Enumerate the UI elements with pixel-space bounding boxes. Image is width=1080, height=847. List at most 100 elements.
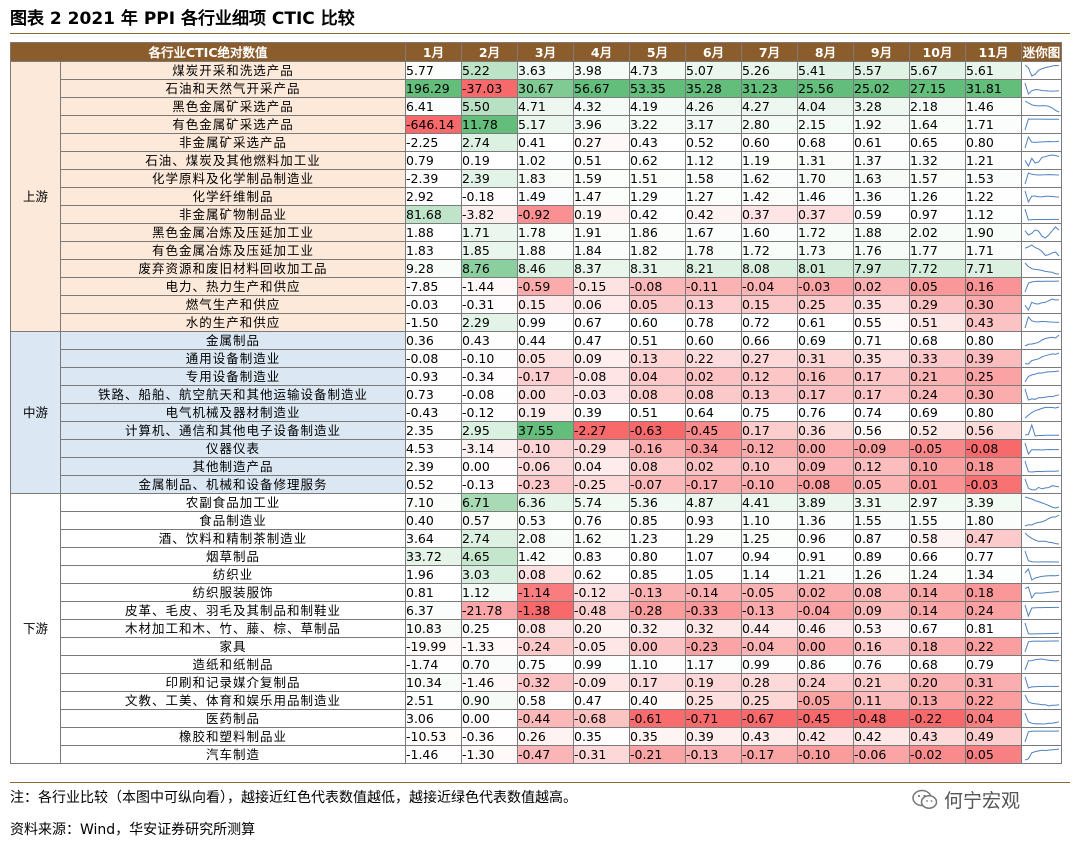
sparkline-cell <box>1021 709 1062 728</box>
ctic-value-cell: 2.74 <box>461 133 518 152</box>
ctic-value-cell: -0.33 <box>685 601 742 620</box>
ctic-value-cell: 0.24 <box>965 601 1022 620</box>
ctic-value-cell: 0.30 <box>965 295 1022 314</box>
sparkline <box>1024 406 1060 419</box>
ctic-value-cell: 4.04 <box>797 97 854 116</box>
ctic-value-cell: 1.78 <box>685 241 742 260</box>
ctic-value-cell: -0.05 <box>741 583 798 602</box>
ctic-value-cell: 0.44 <box>741 619 798 638</box>
header-month: 10月 <box>909 42 966 62</box>
table-row: 铁路、船舶、航空航天和其他运输设备制造业 0.73 -0.08 0.00 -0.03 0.… <box>11 385 1062 404</box>
ctic-value-cell: -0.63 <box>629 421 686 440</box>
ctic-value-cell: 0.25 <box>741 691 798 710</box>
ctic-value-cell: 1.10 <box>629 655 686 674</box>
sparkline-cell <box>1021 169 1062 188</box>
ctic-value-cell: 37.55 <box>517 421 574 440</box>
ctic-value-cell: 0.51 <box>909 313 966 332</box>
sparkline-line <box>1024 280 1060 293</box>
ctic-value-cell: -0.93 <box>405 367 462 386</box>
title-divider <box>10 33 1070 34</box>
ctic-value-cell: 0.66 <box>909 547 966 566</box>
ctic-value-cell: 6.36 <box>517 493 574 512</box>
ctic-value-cell: 0.28 <box>741 673 798 692</box>
sparkline-cell <box>1021 277 1062 296</box>
ctic-value-cell: -0.92 <box>517 205 574 224</box>
sparkline-line <box>1024 712 1060 725</box>
table-row: 食品制造业 0.40 0.57 0.53 0.76 0.85 0.93 1.10 1.36 1.5… <box>11 511 1062 530</box>
ctic-value-cell: -0.08 <box>461 385 518 404</box>
ctic-value-cell: 0.79 <box>965 655 1022 674</box>
ctic-value-cell: 0.93 <box>685 511 742 530</box>
table-row: 皮革、毛皮、羽毛及其制品和制鞋业 6.37 -21.78 -1.38 -0.48 -0.2… <box>11 601 1062 620</box>
industry-name: 计算机、通信和其他电子设备制造业 <box>60 421 406 440</box>
ctic-value-cell: 1.76 <box>853 241 910 260</box>
sparkline <box>1024 64 1060 77</box>
ctic-value-cell: 0.68 <box>909 331 966 350</box>
ctic-value-cell: -0.12 <box>573 583 630 602</box>
ctic-value-cell: 0.59 <box>853 205 910 224</box>
ctic-value-cell: -0.36 <box>461 727 518 746</box>
sparkline <box>1024 244 1060 257</box>
sparkline <box>1024 316 1060 329</box>
ctic-value-cell: -0.04 <box>741 637 798 656</box>
ctic-value-cell: 0.25 <box>461 619 518 638</box>
ctic-value-cell: 0.43 <box>741 727 798 746</box>
ctic-value-cell: 1.83 <box>517 169 574 188</box>
table-row: 下游 农副食品加工业 7.10 6.71 6.36 5.74 5.36 4.87 4.41 3.8… <box>10 493 1062 764</box>
ctic-value-cell: 0.53 <box>517 511 574 530</box>
ctic-value-cell: 1.91 <box>573 223 630 242</box>
ctic-value-cell: 0.65 <box>909 133 966 152</box>
ctic-value-cell: -0.23 <box>685 637 742 656</box>
table-row: 石油和天然气开采产品 196.29 -37.03 30.67 56.67 53.35 35.… <box>11 79 1062 98</box>
table-row: 酒、饮料和精制茶制造业 3.64 2.74 2.08 1.62 1.23 1.29 1.25 0… <box>11 529 1062 548</box>
sparkline-cell <box>1021 673 1062 692</box>
ctic-value-cell: 1.82 <box>629 241 686 260</box>
sparkline-cell <box>1021 151 1062 170</box>
industry-name: 其他制造产品 <box>60 457 406 476</box>
ctic-value-cell: 0.72 <box>741 313 798 332</box>
ctic-value-cell: 0.31 <box>797 349 854 368</box>
ctic-value-cell: 0.66 <box>741 331 798 350</box>
sparkline-line <box>1024 532 1060 545</box>
ctic-value-cell: 0.39 <box>573 403 630 422</box>
table-body: 上游 煤炭开采和洗选产品 5.77 5.22 3.63 3.98 4.73 5.07 5.26 5… <box>10 61 1062 764</box>
ctic-value-cell: -0.34 <box>461 367 518 386</box>
ctic-value-cell: 4.26 <box>685 97 742 116</box>
ctic-value-cell: 0.18 <box>965 583 1022 602</box>
ctic-value-cell: -0.48 <box>853 709 910 728</box>
ctic-value-cell: -0.08 <box>797 475 854 494</box>
table-row: 黑色金属矿采选产品 6.41 5.50 4.71 4.32 4.19 4.26 4.27 4.0… <box>11 97 1062 116</box>
ctic-value-cell: 1.14 <box>741 565 798 584</box>
ctic-value-cell: -0.61 <box>629 709 686 728</box>
ctic-value-cell: 0.79 <box>405 151 462 170</box>
ctic-value-cell: -0.03 <box>797 277 854 296</box>
sparkline-line <box>1024 208 1059 221</box>
ctic-value-cell: 0.99 <box>573 655 630 674</box>
sparkline <box>1024 190 1060 204</box>
ctic-value-cell: 0.96 <box>797 529 854 548</box>
ctic-value-cell: 0.15 <box>517 295 574 314</box>
ctic-value-cell: 1.21 <box>797 565 854 584</box>
industry-name: 化学原料及化学制品制造业 <box>60 169 406 188</box>
ctic-value-cell: 0.56 <box>965 421 1022 440</box>
group-label: 上游 <box>10 61 61 332</box>
sparkline-cell <box>1021 295 1062 314</box>
ctic-value-cell: 0.25 <box>797 295 854 314</box>
header-month: 6月 <box>685 42 742 62</box>
ctic-value-cell: 0.31 <box>965 673 1022 692</box>
ctic-value-cell: 0.36 <box>405 331 462 350</box>
group-label: 下游 <box>10 493 61 764</box>
ctic-value-cell: 1.90 <box>965 223 1022 242</box>
ctic-value-cell: 1.71 <box>461 223 518 242</box>
table-row: 水的生产和供应 -1.50 2.29 0.99 0.67 0.60 0.78 0.72 0.61… <box>11 313 1062 332</box>
ctic-value-cell: -0.32 <box>517 673 574 692</box>
ctic-value-cell: 0.16 <box>965 277 1022 296</box>
sparkline-cell <box>1021 601 1062 620</box>
industry-name: 金属制品 <box>60 331 406 350</box>
ctic-value-cell: 0.99 <box>517 313 574 332</box>
ctic-value-cell: 1.96 <box>405 565 462 584</box>
ctic-value-cell: 0.00 <box>797 637 854 656</box>
wechat-icon <box>912 789 938 811</box>
ctic-value-cell: 0.80 <box>629 547 686 566</box>
ctic-value-cell: 1.63 <box>853 169 910 188</box>
